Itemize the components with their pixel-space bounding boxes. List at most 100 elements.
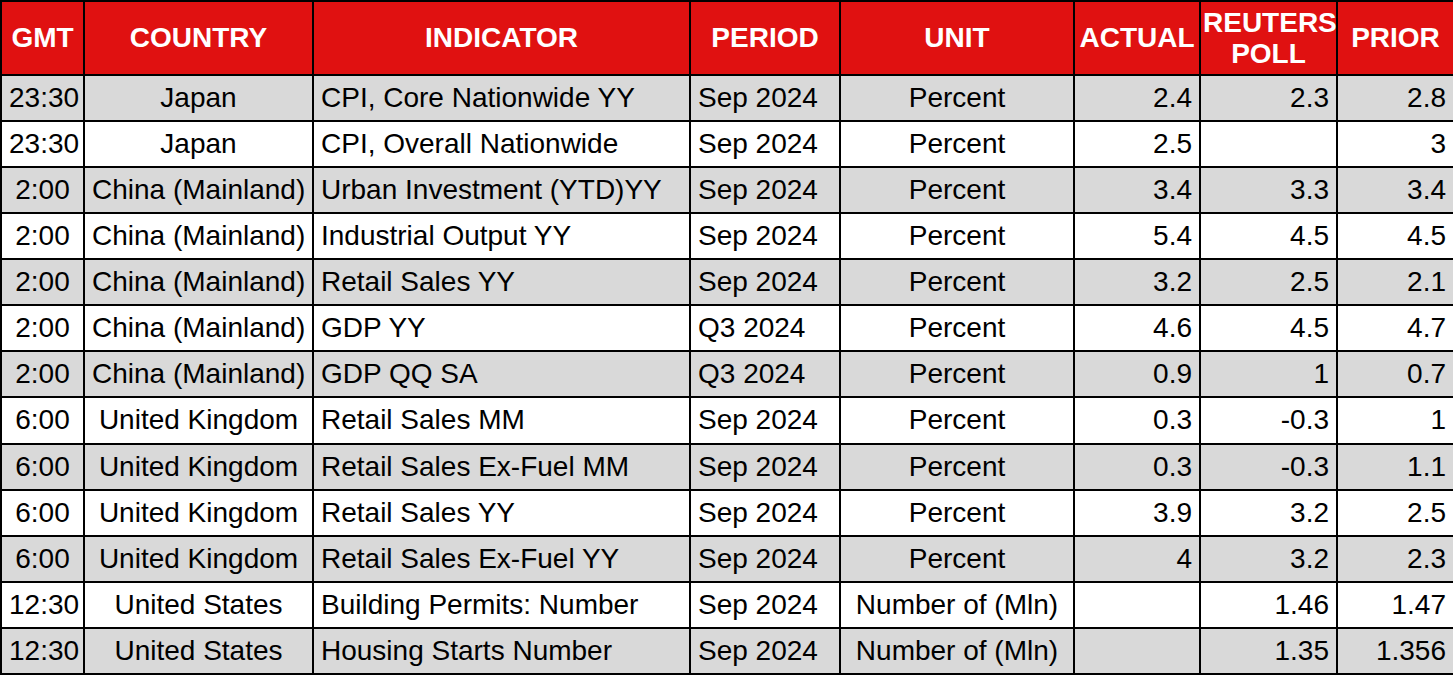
cell-period: Q3 2024 bbox=[690, 305, 840, 351]
cell-prior: 1.1 bbox=[1337, 444, 1453, 490]
cell-prior: 2.3 bbox=[1337, 536, 1453, 582]
cell-actual: 0.9 bbox=[1074, 351, 1200, 397]
table-row: 2:00China (Mainland)Retail Sales YYSep 2… bbox=[1, 259, 1453, 305]
table-row: 6:00United KingdomRetail Sales MMSep 202… bbox=[1, 397, 1453, 443]
cell-unit: Number of (Mln) bbox=[840, 628, 1074, 674]
cell-gmt: 2:00 bbox=[1, 305, 84, 351]
cell-prior: 3 bbox=[1337, 121, 1453, 167]
cell-prior: 3.4 bbox=[1337, 167, 1453, 213]
cell-reuters-poll: 3.3 bbox=[1200, 167, 1337, 213]
cell-gmt: 12:30 bbox=[1, 628, 84, 674]
cell-reuters-poll bbox=[1200, 121, 1337, 167]
cell-unit: Percent bbox=[840, 213, 1074, 259]
cell-indicator: Retail Sales Ex-Fuel YY bbox=[313, 536, 690, 582]
cell-reuters-poll: -0.3 bbox=[1200, 444, 1337, 490]
cell-gmt: 2:00 bbox=[1, 351, 84, 397]
cell-period: Sep 2024 bbox=[690, 490, 840, 536]
column-header-unit: UNIT bbox=[840, 1, 1074, 75]
table-row: 23:30JapanCPI, Core Nationwide YYSep 202… bbox=[1, 75, 1453, 121]
table-row: 23:30JapanCPI, Overall NationwideSep 202… bbox=[1, 121, 1453, 167]
column-header-period: PERIOD bbox=[690, 1, 840, 75]
cell-unit: Percent bbox=[840, 259, 1074, 305]
cell-country: China (Mainland) bbox=[84, 351, 313, 397]
cell-period: Sep 2024 bbox=[690, 628, 840, 674]
cell-gmt: 6:00 bbox=[1, 490, 84, 536]
column-header-gmt: GMT bbox=[1, 1, 84, 75]
cell-unit: Percent bbox=[840, 444, 1074, 490]
table-row: 6:00United KingdomRetail Sales YYSep 202… bbox=[1, 490, 1453, 536]
table-row: 2:00China (Mainland)Industrial Output YY… bbox=[1, 213, 1453, 259]
cell-period: Sep 2024 bbox=[690, 167, 840, 213]
cell-indicator: Retail Sales MM bbox=[313, 397, 690, 443]
cell-period: Sep 2024 bbox=[690, 259, 840, 305]
cell-unit: Percent bbox=[840, 75, 1074, 121]
cell-actual: 0.3 bbox=[1074, 444, 1200, 490]
cell-gmt: 12:30 bbox=[1, 582, 84, 628]
cell-actual: 4 bbox=[1074, 536, 1200, 582]
cell-country: United Kingdom bbox=[84, 397, 313, 443]
cell-gmt: 6:00 bbox=[1, 444, 84, 490]
cell-country: China (Mainland) bbox=[84, 259, 313, 305]
table-row: 12:30United StatesHousing Starts NumberS… bbox=[1, 628, 1453, 674]
cell-actual: 0.3 bbox=[1074, 397, 1200, 443]
cell-period: Sep 2024 bbox=[690, 536, 840, 582]
cell-country: China (Mainland) bbox=[84, 167, 313, 213]
cell-country: United Kingdom bbox=[84, 490, 313, 536]
cell-unit: Percent bbox=[840, 305, 1074, 351]
cell-reuters-poll: 1.35 bbox=[1200, 628, 1337, 674]
cell-gmt: 6:00 bbox=[1, 536, 84, 582]
cell-actual: 4.6 bbox=[1074, 305, 1200, 351]
cell-gmt: 2:00 bbox=[1, 259, 84, 305]
cell-indicator: Industrial Output YY bbox=[313, 213, 690, 259]
cell-unit: Percent bbox=[840, 536, 1074, 582]
table-row: 2:00China (Mainland)GDP QQ SAQ3 2024Perc… bbox=[1, 351, 1453, 397]
cell-reuters-poll: 4.5 bbox=[1200, 305, 1337, 351]
cell-prior: 0.7 bbox=[1337, 351, 1453, 397]
cell-prior: 2.1 bbox=[1337, 259, 1453, 305]
cell-reuters-poll: -0.3 bbox=[1200, 397, 1337, 443]
cell-country: Japan bbox=[84, 121, 313, 167]
cell-gmt: 23:30 bbox=[1, 121, 84, 167]
cell-reuters-poll: 2.3 bbox=[1200, 75, 1337, 121]
cell-reuters-poll: 3.2 bbox=[1200, 536, 1337, 582]
cell-prior: 2.8 bbox=[1337, 75, 1453, 121]
cell-unit: Percent bbox=[840, 397, 1074, 443]
cell-actual: 5.4 bbox=[1074, 213, 1200, 259]
column-header-reuters-poll: REUTERS POLL bbox=[1200, 1, 1337, 75]
cell-period: Sep 2024 bbox=[690, 397, 840, 443]
cell-actual: 3.2 bbox=[1074, 259, 1200, 305]
cell-indicator: CPI, Core Nationwide YY bbox=[313, 75, 690, 121]
column-header-country: COUNTRY bbox=[84, 1, 313, 75]
cell-prior: 1.47 bbox=[1337, 582, 1453, 628]
cell-unit: Number of (Mln) bbox=[840, 582, 1074, 628]
cell-actual: 2.5 bbox=[1074, 121, 1200, 167]
cell-actual bbox=[1074, 582, 1200, 628]
cell-actual: 3.4 bbox=[1074, 167, 1200, 213]
cell-period: Sep 2024 bbox=[690, 582, 840, 628]
cell-prior: 4.7 bbox=[1337, 305, 1453, 351]
column-header-indicator: INDICATOR bbox=[313, 1, 690, 75]
cell-indicator: GDP YY bbox=[313, 305, 690, 351]
cell-unit: Percent bbox=[840, 167, 1074, 213]
cell-unit: Percent bbox=[840, 490, 1074, 536]
cell-gmt: 6:00 bbox=[1, 397, 84, 443]
cell-reuters-poll: 3.2 bbox=[1200, 490, 1337, 536]
cell-country: United Kingdom bbox=[84, 444, 313, 490]
cell-gmt: 2:00 bbox=[1, 167, 84, 213]
cell-reuters-poll: 1 bbox=[1200, 351, 1337, 397]
cell-country: China (Mainland) bbox=[84, 213, 313, 259]
cell-period: Sep 2024 bbox=[690, 75, 840, 121]
cell-actual bbox=[1074, 628, 1200, 674]
cell-actual: 2.4 bbox=[1074, 75, 1200, 121]
cell-period: Sep 2024 bbox=[690, 213, 840, 259]
cell-country: United States bbox=[84, 582, 313, 628]
table-row: 6:00United KingdomRetail Sales Ex-Fuel M… bbox=[1, 444, 1453, 490]
cell-indicator: CPI, Overall Nationwide bbox=[313, 121, 690, 167]
column-header-actual: ACTUAL bbox=[1074, 1, 1200, 75]
cell-prior: 4.5 bbox=[1337, 213, 1453, 259]
cell-indicator: Urban Investment (YTD)YY bbox=[313, 167, 690, 213]
cell-prior: 1.356 bbox=[1337, 628, 1453, 674]
cell-indicator: Retail Sales Ex-Fuel MM bbox=[313, 444, 690, 490]
cell-indicator: GDP QQ SA bbox=[313, 351, 690, 397]
cell-indicator: Retail Sales YY bbox=[313, 490, 690, 536]
